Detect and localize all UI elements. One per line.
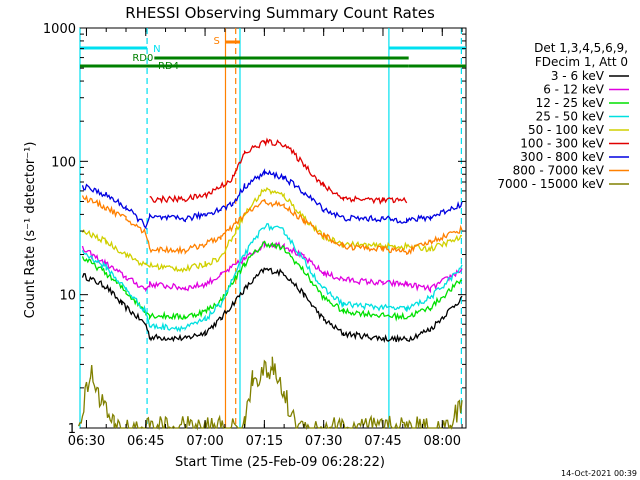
x-tick-label-2: 07:00 (186, 434, 223, 449)
legend-label-2: 12 - 25 keV (536, 96, 605, 110)
x-tick-label-4: 07:30 (305, 434, 342, 449)
y-tick-label-1: 10 (59, 289, 76, 304)
timestamp: 14-Oct-2021 00:39 (561, 469, 637, 478)
legend-label-3: 25 - 50 keV (536, 110, 605, 124)
series-line-7 (81, 194, 463, 256)
series-line-4 (81, 186, 463, 274)
x-axis-label: Start Time (25-Feb-09 06:28:22) (175, 455, 385, 470)
legend-label-7: 800 - 7000 keV (513, 164, 605, 178)
legend-label-5: 100 - 300 keV (520, 137, 604, 151)
legend-header-1: Det 1,3,4,5,6,9, (534, 41, 628, 55)
series-line-3 (81, 222, 463, 333)
flag-label-rd0: RD0 (132, 53, 153, 64)
series-line-5 (149, 137, 408, 205)
flag-label-s: S (213, 36, 219, 47)
legend: Det 1,3,4,5,6,9, FDecim 1, Att 0 3 - 6 k… (497, 41, 629, 191)
legend-label-0: 3 - 6 keV (551, 69, 605, 83)
y-tick-label-0: 1 (68, 422, 76, 437)
flag-label-n: N (153, 44, 160, 55)
legend-label-1: 6 - 12 keV (543, 83, 605, 97)
series-line-1 (81, 241, 463, 294)
flag-label-rd4: RD4 (158, 61, 179, 72)
x-axis: 06:30 06:45 07:00 07:15 07:30 07:45 08:00 (68, 28, 463, 449)
legend-label-4: 50 - 100 keV (528, 123, 605, 137)
x-tick-label-5: 07:45 (364, 434, 401, 449)
chart-title: RHESSI Observing Summary Count Rates (125, 4, 435, 22)
series-line-0 (81, 267, 463, 344)
series-line-6 (81, 168, 463, 230)
legend-header-2: FDecim 1, Att 0 (535, 55, 628, 69)
x-tick-label-3: 07:15 (246, 434, 283, 449)
y-axis: 1 10 100 1000 (43, 22, 466, 437)
legend-label-8: 7000 - 15000 keV (497, 177, 604, 191)
x-tick-label-6: 08:00 (424, 434, 461, 449)
series-lines (77, 137, 463, 431)
series-line-8 (77, 356, 463, 431)
y-axis-label: Count Rate (s⁻¹ detector⁻¹) (23, 142, 38, 319)
y-tick-label-3: 1000 (43, 22, 76, 37)
y-tick-label-2: 100 (51, 155, 76, 170)
x-tick-label-1: 06:45 (127, 434, 164, 449)
x-tick-label-0: 06:30 (68, 434, 105, 449)
legend-label-6: 300 - 800 keV (520, 150, 604, 164)
